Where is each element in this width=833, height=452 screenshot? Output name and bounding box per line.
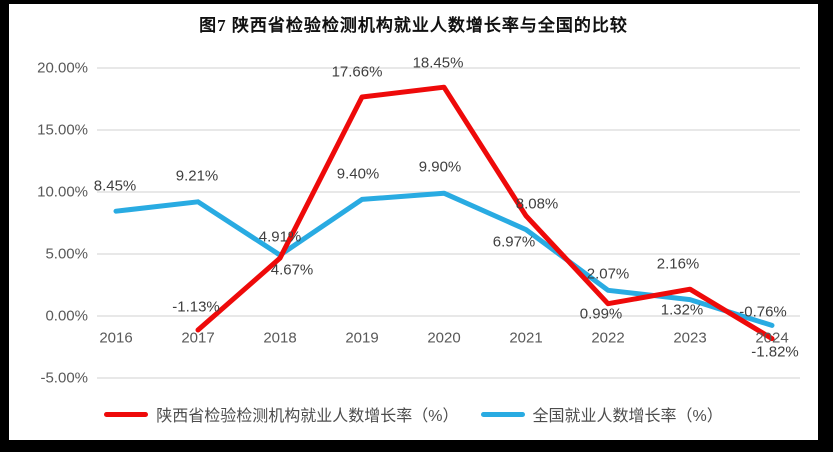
data-label: 8.08% [515, 195, 559, 213]
x-tick-label: 2018 [263, 329, 297, 347]
data-label: 9.90% [418, 158, 462, 176]
data-label: -1.13% [172, 298, 220, 316]
legend-item-shaanxi: 陕西省检验检测机构就业人数增长率（%） [104, 402, 459, 426]
chart-title: 图7 陕西省检验检测机构就业人数增长率与全国的比较 [199, 16, 628, 35]
x-tick-label: 2016 [99, 329, 133, 347]
y-tick-label: 0.00% [45, 307, 88, 325]
data-label: 9.40% [336, 165, 380, 183]
data-label: 4.91% [258, 228, 302, 246]
chart-plot [97, 67, 800, 379]
legend-label-national: 全国就业人数增长率（%） [532, 408, 723, 425]
y-tick-label: 20.00% [37, 59, 88, 77]
y-tick-label: -5.00% [40, 369, 88, 387]
x-tick-label: 2017 [181, 329, 215, 347]
x-tick-label: 2023 [673, 329, 707, 347]
y-tick-label: 5.00% [45, 245, 88, 263]
data-label: 4.67% [270, 261, 314, 279]
data-label: 2.07% [586, 265, 630, 283]
x-tick-label: 2024 [755, 329, 789, 347]
x-tick-label: 2022 [591, 329, 625, 347]
x-tick-label: 2020 [427, 329, 461, 347]
blue-line-swatch-icon [480, 411, 525, 417]
legend-label-shaanxi: 陕西省检验检测机构就业人数增长率（%） [156, 408, 459, 425]
x-tick-label: 2021 [509, 329, 543, 347]
data-label: 1.32% [660, 301, 704, 319]
chart-canvas: 图7 陕西省检验检测机构就业人数增长率与全国的比较 20.00% 15.00% 10… [9, 4, 818, 440]
y-tick-label: 15.00% [37, 121, 88, 139]
data-label: 0.99% [579, 305, 623, 323]
legend-item-national: 全国就业人数增长率（%） [480, 402, 723, 426]
data-label: 8.45% [93, 177, 137, 195]
data-label: 6.97% [492, 233, 536, 251]
legend: 陕西省检验检测机构就业人数增长率（%） 全国就业人数增长率（%） [9, 402, 818, 426]
data-label: 2.16% [656, 255, 700, 273]
data-label: 17.66% [331, 63, 383, 81]
data-label: -1.82% [751, 343, 799, 361]
y-tick-label: 10.00% [37, 183, 88, 201]
x-tick-label: 2019 [345, 329, 379, 347]
data-label: 18.45% [412, 54, 464, 72]
data-label: 9.21% [175, 167, 219, 185]
data-label: -0.76% [739, 303, 787, 321]
red-line-swatch-icon [104, 411, 149, 417]
